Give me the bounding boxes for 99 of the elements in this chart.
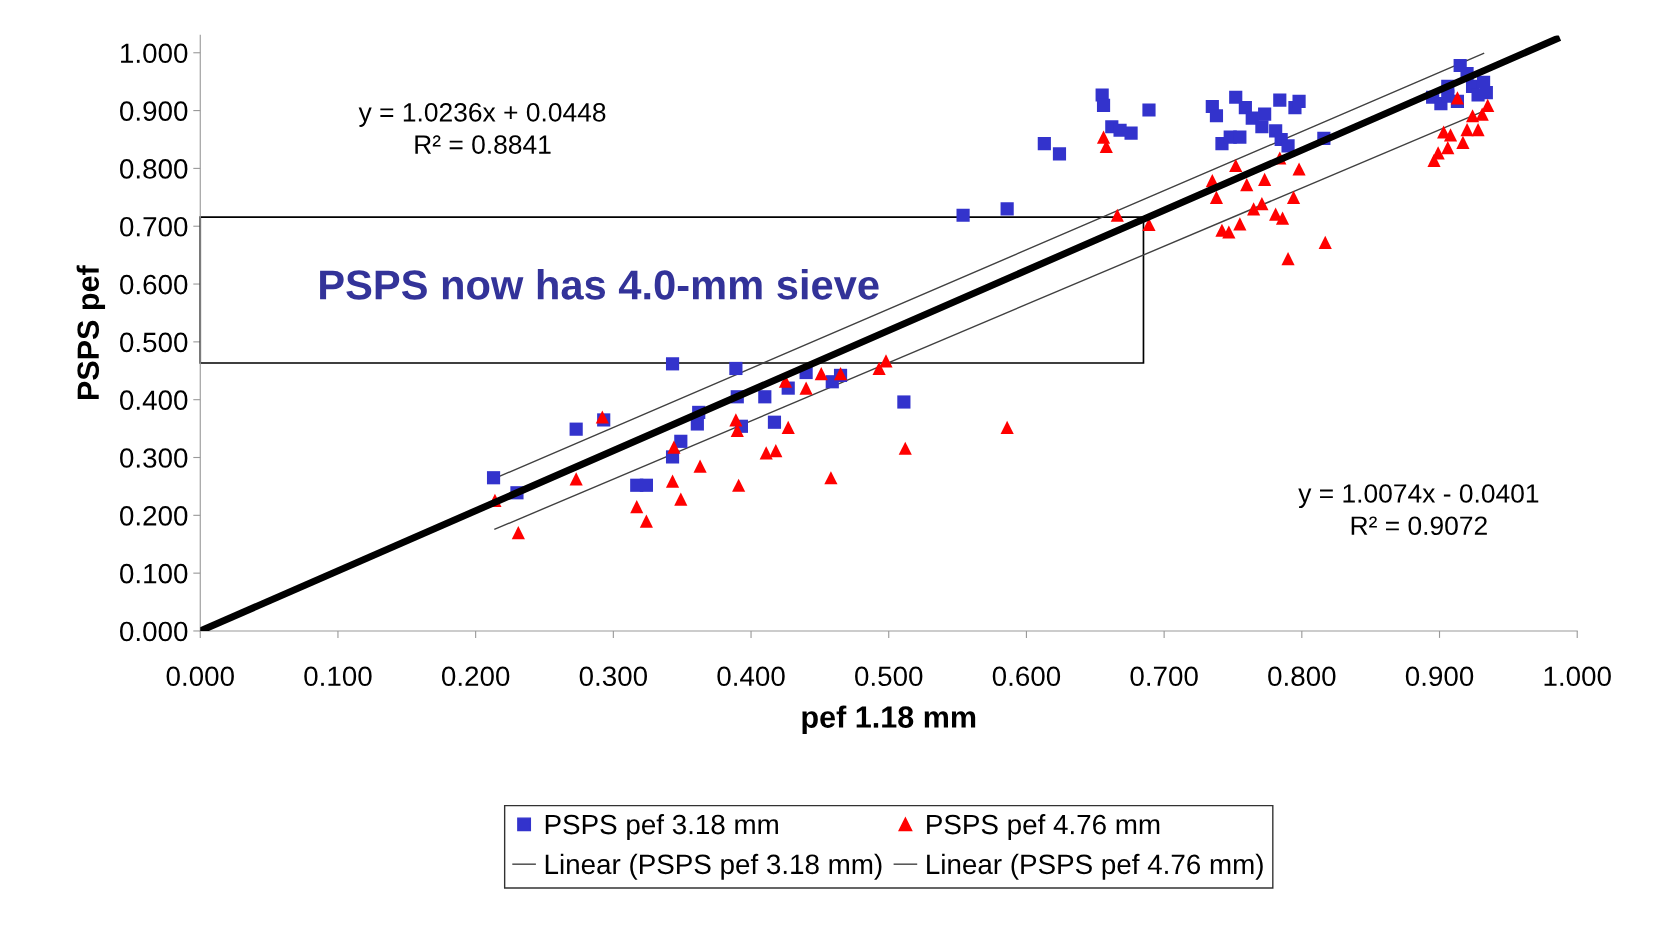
point xyxy=(1441,141,1455,155)
point xyxy=(630,500,644,514)
y-tick-label: 0.100 xyxy=(120,563,188,584)
point xyxy=(486,471,501,485)
point xyxy=(898,441,912,455)
point xyxy=(674,492,688,506)
point xyxy=(1471,123,1485,137)
x-tick-label: 0.400 xyxy=(717,666,785,687)
point xyxy=(1222,225,1236,239)
y-tick-label: 0.000 xyxy=(120,621,188,642)
point xyxy=(767,415,782,429)
point xyxy=(1229,90,1243,104)
point xyxy=(693,459,707,473)
annotation: y = 1.0074x - 0.0401 R² = 0.9072 xyxy=(1298,484,1539,536)
point xyxy=(665,357,680,371)
x-tick-label: 0.200 xyxy=(441,666,510,687)
point xyxy=(511,526,525,540)
point xyxy=(1479,86,1493,100)
point xyxy=(1481,98,1495,112)
point xyxy=(1247,202,1261,216)
x-axis-title: pef 1.18 mm xyxy=(802,705,976,734)
point xyxy=(1052,147,1067,161)
point xyxy=(1318,235,1332,249)
y-tick-label: 0.500 xyxy=(120,332,188,353)
point xyxy=(769,443,783,458)
point xyxy=(1255,120,1269,134)
point xyxy=(732,478,746,492)
point xyxy=(729,413,743,427)
point xyxy=(781,420,795,435)
y-tick-label: 0.700 xyxy=(120,216,188,237)
point xyxy=(729,361,743,376)
x-tick-label: 0.900 xyxy=(1405,666,1474,687)
point xyxy=(674,434,688,448)
point xyxy=(1431,146,1445,160)
point xyxy=(1281,252,1295,266)
point xyxy=(569,472,583,486)
y-tick-label: 0.200 xyxy=(120,505,188,526)
point xyxy=(1233,217,1247,231)
point xyxy=(1255,197,1269,211)
y-tick-label: 1.000 xyxy=(121,43,188,64)
point xyxy=(1465,109,1480,123)
point xyxy=(872,361,886,376)
point xyxy=(1456,135,1470,149)
point xyxy=(758,390,772,404)
point xyxy=(879,354,893,368)
point xyxy=(1233,130,1247,144)
point xyxy=(1475,107,1489,121)
point xyxy=(1209,109,1224,123)
x-tick-label: 0.000 xyxy=(166,666,234,687)
x-tick-label: 0.600 xyxy=(992,666,1061,687)
point xyxy=(1124,126,1138,140)
point xyxy=(1240,178,1254,192)
x-tick-label: 1.000 xyxy=(1544,666,1611,687)
point xyxy=(1273,93,1287,107)
point xyxy=(1275,211,1290,225)
point xyxy=(1258,172,1272,186)
point xyxy=(1460,123,1474,137)
point xyxy=(1292,94,1306,108)
point xyxy=(1292,162,1306,176)
point xyxy=(667,440,681,454)
point xyxy=(1000,420,1014,435)
y-tick-label: 0.900 xyxy=(120,101,188,121)
point xyxy=(956,208,970,222)
point xyxy=(1443,128,1458,142)
point xyxy=(639,478,653,492)
legend-label: Linear (PSPS pef 4.76 mm) xyxy=(927,853,1263,880)
point xyxy=(1037,136,1051,151)
point xyxy=(1258,107,1272,121)
point xyxy=(1281,139,1295,153)
point xyxy=(814,367,828,381)
point xyxy=(665,474,680,488)
legend-label: PSPS pef 4.76 mm xyxy=(927,814,1160,840)
x-tick-label: 0.700 xyxy=(1130,666,1198,687)
point xyxy=(1110,208,1124,222)
point xyxy=(824,471,838,485)
x-tick-label: 0.300 xyxy=(579,666,648,687)
y-tick-label: 0.400 xyxy=(120,390,188,411)
point xyxy=(897,395,911,409)
point xyxy=(1096,98,1111,112)
annotation: PSPS now has 4.0-mm sieve xyxy=(320,269,879,300)
point xyxy=(1238,101,1252,115)
y-tick-label: 0.300 xyxy=(120,448,188,468)
legend-label: PSPS pef 3.18 mm xyxy=(545,814,778,840)
x-tick-label: 0.100 xyxy=(304,666,372,687)
point xyxy=(639,514,653,528)
point xyxy=(1209,190,1224,204)
legend-label: Linear (PSPS pef 3.18 mm) xyxy=(545,853,882,880)
y-tick-label: 0.600 xyxy=(120,274,188,295)
annotation: y = 1.0236x + 0.0448 R² = 0.8841 xyxy=(358,102,606,154)
point xyxy=(569,422,583,436)
point xyxy=(1000,202,1014,216)
point xyxy=(799,381,813,395)
x-tick-label: 0.500 xyxy=(855,666,923,687)
y-axis-title: PSPS pef xyxy=(76,265,106,400)
point xyxy=(1142,103,1156,117)
y-tick-label: 0.800 xyxy=(120,159,188,179)
point xyxy=(1286,190,1301,204)
x-tick-label: 0.800 xyxy=(1268,666,1336,687)
point xyxy=(1229,158,1243,173)
